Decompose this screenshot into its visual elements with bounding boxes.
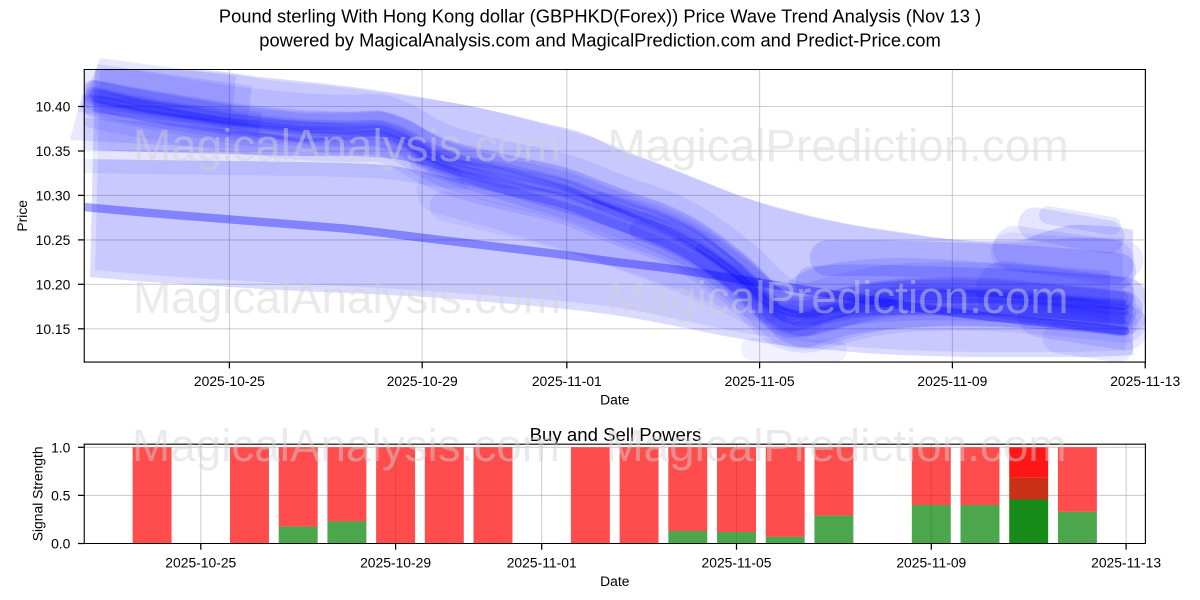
svg-text:2025-11-09: 2025-11-09: [896, 554, 966, 570]
svg-text:powered by MagicalAnalysis.com: powered by MagicalAnalysis.com and Magic…: [259, 30, 941, 51]
svg-text:MagicalAnalysis.com: MagicalAnalysis.com: [133, 120, 561, 171]
svg-text:MagicalAnalysis.com: MagicalAnalysis.com: [132, 420, 560, 471]
svg-text:10.15: 10.15: [36, 321, 71, 337]
svg-text:MagicalPrediction.com: MagicalPrediction.com: [607, 272, 1068, 323]
svg-text:2025-10-25: 2025-10-25: [194, 373, 265, 389]
svg-text:0.5: 0.5: [51, 487, 71, 503]
svg-text:2025-11-09: 2025-11-09: [917, 373, 987, 389]
svg-text:Pound sterling With Hong Kong: Pound sterling With Hong Kong dollar (GB…: [219, 6, 981, 27]
svg-text:2025-10-29: 2025-10-29: [360, 554, 431, 570]
svg-text:Price: Price: [14, 200, 30, 232]
svg-text:2025-11-05: 2025-11-05: [702, 554, 772, 570]
svg-text:10.25: 10.25: [36, 232, 71, 248]
svg-text:MagicalPrediction.com: MagicalPrediction.com: [607, 120, 1068, 171]
svg-text:2025-11-01: 2025-11-01: [532, 373, 602, 389]
svg-text:10.35: 10.35: [36, 143, 71, 159]
svg-text:10.20: 10.20: [36, 276, 71, 292]
svg-text:Buy and Sell Powers: Buy and Sell Powers: [530, 424, 702, 445]
svg-text:Signal Strength: Signal Strength: [30, 446, 46, 541]
svg-text:2025-10-25: 2025-10-25: [165, 554, 236, 570]
svg-text:Date: Date: [600, 573, 630, 589]
svg-text:MagicalAnalysis.com: MagicalAnalysis.com: [133, 272, 561, 323]
svg-text:1.0: 1.0: [51, 439, 71, 455]
svg-text:10.30: 10.30: [36, 187, 71, 203]
svg-text:2025-10-29: 2025-10-29: [387, 373, 458, 389]
svg-text:MagicalPrediction.com: MagicalPrediction.com: [605, 420, 1066, 471]
svg-text:2025-11-05: 2025-11-05: [725, 373, 795, 389]
svg-text:2025-11-01: 2025-11-01: [507, 554, 577, 570]
svg-text:2025-11-13: 2025-11-13: [1091, 554, 1161, 570]
svg-text:2025-11-13: 2025-11-13: [1110, 373, 1180, 389]
svg-text:Date: Date: [600, 392, 630, 408]
svg-text:0.0: 0.0: [51, 536, 71, 552]
svg-text:10.40: 10.40: [36, 99, 71, 115]
